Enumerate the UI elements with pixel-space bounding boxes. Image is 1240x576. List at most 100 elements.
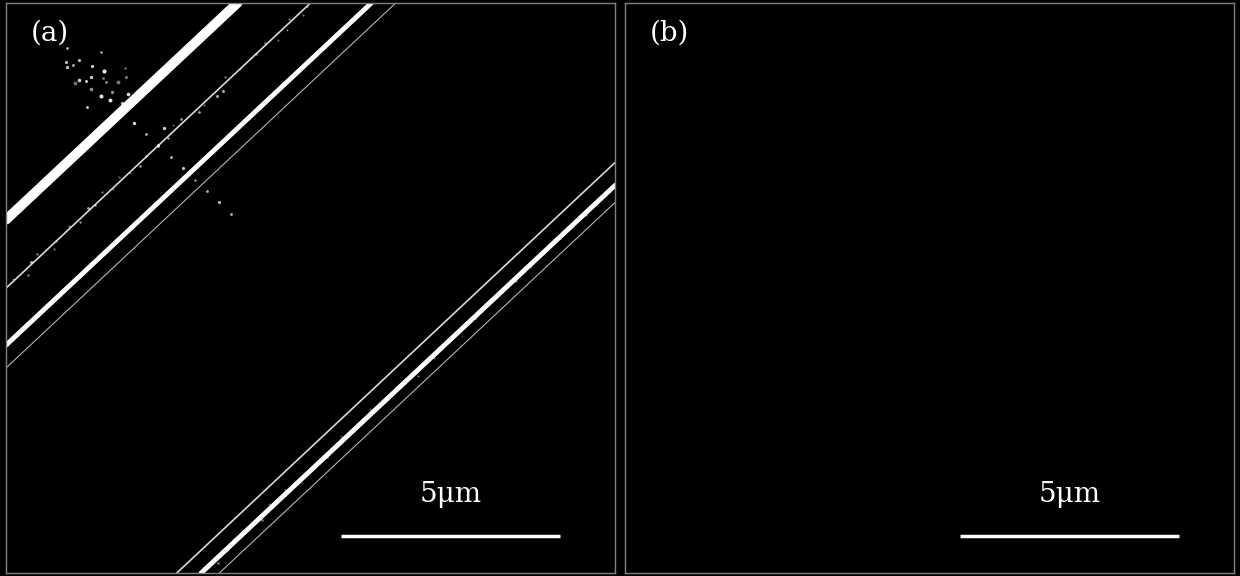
Point xyxy=(432,344,451,353)
Point xyxy=(237,526,257,536)
Point xyxy=(492,285,512,294)
Point xyxy=(120,169,140,178)
Point xyxy=(424,353,444,362)
Point xyxy=(293,478,312,487)
Point xyxy=(575,210,595,219)
Point xyxy=(246,50,265,59)
Point xyxy=(268,35,288,44)
Point xyxy=(531,250,551,259)
Point xyxy=(118,89,138,98)
Point xyxy=(279,14,299,23)
Point xyxy=(112,107,131,116)
Point xyxy=(172,164,192,173)
Point xyxy=(43,245,63,254)
Point xyxy=(57,44,77,53)
Point xyxy=(91,92,110,101)
Point xyxy=(92,187,112,196)
Point xyxy=(115,64,135,73)
Point xyxy=(252,516,272,525)
Point xyxy=(331,431,351,441)
Point xyxy=(563,223,583,232)
Point xyxy=(275,486,295,495)
Point xyxy=(303,464,322,473)
Point xyxy=(590,195,610,204)
Point xyxy=(103,184,123,193)
Point xyxy=(63,60,83,69)
Point xyxy=(149,141,169,150)
Point xyxy=(155,124,175,133)
Point xyxy=(474,301,494,310)
Text: 5μm: 5μm xyxy=(419,480,481,507)
Point xyxy=(136,130,156,139)
Point xyxy=(112,98,131,108)
Point xyxy=(277,26,296,35)
Point xyxy=(208,559,228,568)
Point xyxy=(109,172,129,181)
Point xyxy=(551,233,570,242)
Point xyxy=(241,53,260,62)
Point xyxy=(46,237,66,246)
Point xyxy=(69,75,89,85)
Point xyxy=(188,108,208,117)
Point xyxy=(207,92,227,101)
Point xyxy=(197,187,217,196)
Point xyxy=(161,152,181,161)
Point xyxy=(159,133,179,142)
Point xyxy=(78,204,98,213)
Point xyxy=(231,65,250,74)
Point xyxy=(348,420,368,430)
Point xyxy=(361,404,381,414)
Point xyxy=(222,209,242,218)
Point xyxy=(76,77,95,86)
Point xyxy=(82,85,102,94)
Point xyxy=(66,78,86,88)
Point xyxy=(218,545,238,555)
Text: 5μm: 5μm xyxy=(1038,480,1100,507)
Point xyxy=(57,62,77,71)
Point xyxy=(124,118,144,127)
Point xyxy=(408,372,428,381)
Point xyxy=(2,275,22,284)
Point xyxy=(298,3,317,12)
Point xyxy=(108,77,128,86)
Text: (a): (a) xyxy=(31,20,68,47)
Point xyxy=(77,103,97,112)
Point xyxy=(103,87,123,96)
Point xyxy=(27,249,47,259)
Point xyxy=(69,218,89,227)
Point xyxy=(255,39,275,48)
Point xyxy=(185,175,205,184)
Point xyxy=(216,73,236,82)
Point xyxy=(56,58,76,67)
Point xyxy=(93,74,113,83)
Point xyxy=(164,120,184,129)
Point xyxy=(195,101,215,110)
Point xyxy=(95,77,115,86)
Point xyxy=(465,313,485,322)
Point xyxy=(171,114,191,123)
Point xyxy=(130,162,150,171)
Text: (b): (b) xyxy=(650,20,688,47)
Point xyxy=(394,378,414,388)
Point xyxy=(69,55,89,65)
Point xyxy=(135,151,155,161)
Point xyxy=(294,10,314,20)
Point xyxy=(58,222,78,231)
Point xyxy=(19,271,38,280)
Point xyxy=(317,452,337,461)
Point xyxy=(21,257,41,267)
Point xyxy=(453,332,472,341)
Point xyxy=(92,47,112,56)
Point xyxy=(377,396,397,405)
Point xyxy=(99,95,119,104)
Point xyxy=(521,262,541,271)
Point xyxy=(149,141,169,150)
Point xyxy=(210,198,229,207)
Point xyxy=(82,73,102,82)
Point xyxy=(82,62,102,71)
Point xyxy=(117,73,136,82)
Point xyxy=(213,86,233,96)
Point xyxy=(259,499,279,509)
Point xyxy=(506,276,526,286)
Point xyxy=(84,200,104,209)
